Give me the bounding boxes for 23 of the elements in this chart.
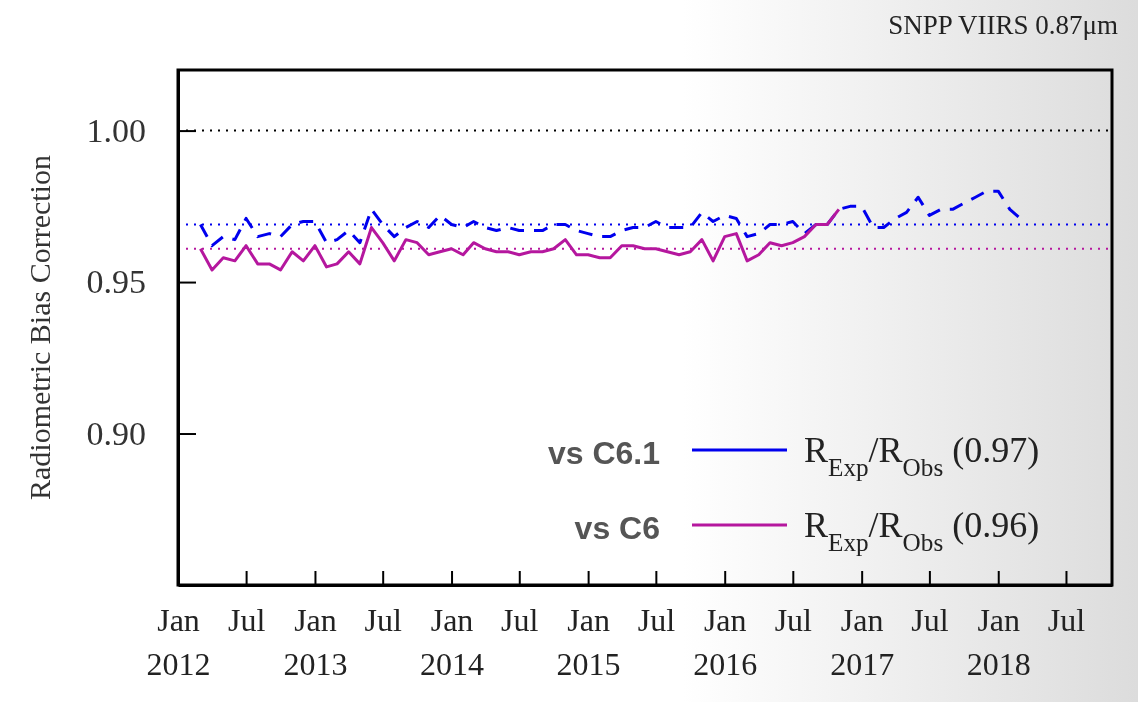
x-tick-label: Jan 2017 [830,602,895,682]
legend-label: R$_{Exp}$/R$_{Obs}$ (0.97) [804,430,1040,481]
x-tick-label: Jan 2018 [966,602,1031,682]
x-tick-label: Jul [911,602,949,638]
y-tick-label: 0.90 [86,414,146,452]
x-tick-label: Jul [501,602,539,638]
x-tick-label: Jul [227,602,266,638]
x-tick-label: Jul [637,602,676,638]
x-tick-label: Jan 2016 [693,602,758,682]
x-tick-label: Jul [364,602,402,638]
x-tick-label: Jan 2015 [556,602,621,682]
x-tick-label: Jan 2013 [283,602,348,682]
annotation: vs C6 [574,510,660,546]
legend-label: R$_{Exp}$/R$_{Obs}$ (0.96) [804,505,1040,556]
y-tick-label: 0.95 [86,263,146,301]
x-tick-label: Jan 2012 [146,602,211,682]
x-tick-label: Jan 2014 [420,602,485,682]
y-tick-label: 1.00 [86,111,146,149]
y-axis-title: Radiometric Bias Correction [23,155,56,500]
x-tick-label: Jul [1047,602,1086,638]
x-tick-label: Jul [774,602,813,638]
chart-title: SNPP VIIRS 0.87μm [888,10,1118,40]
annotation: vs C6.1 [547,435,660,471]
